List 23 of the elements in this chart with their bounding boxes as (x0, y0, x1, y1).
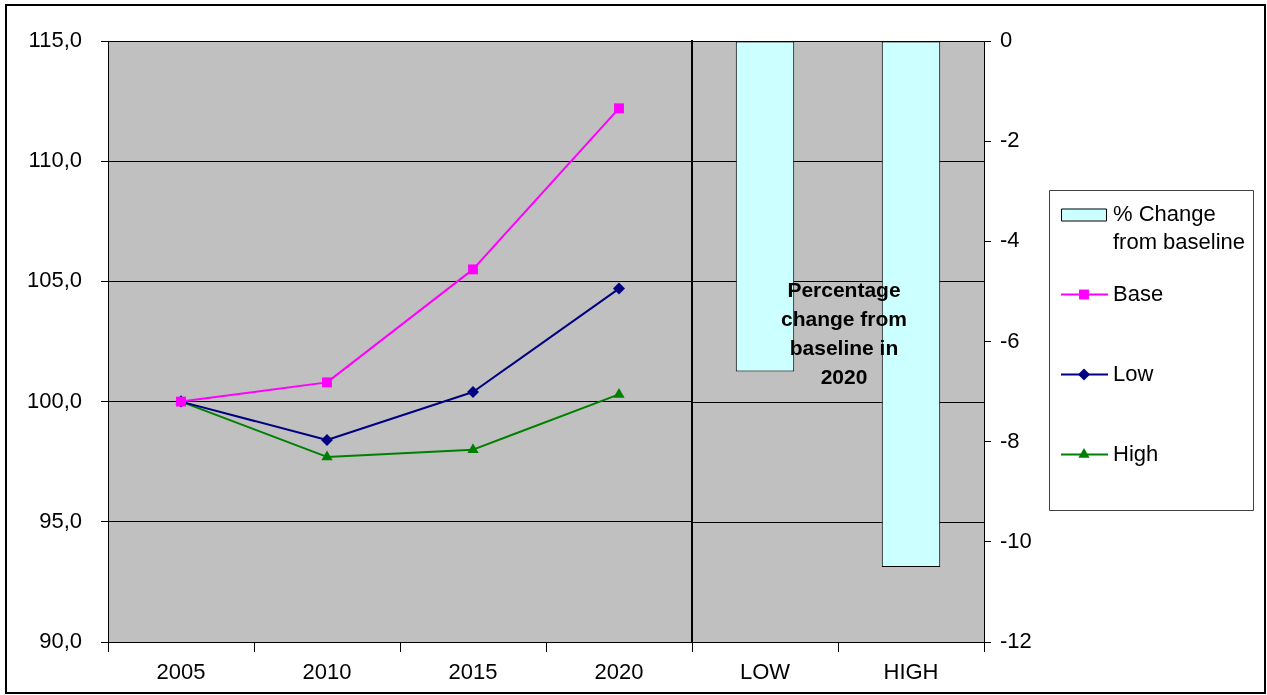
y-tick-label: 95,0 (39, 507, 82, 533)
x-tick-label: 2010 (302, 659, 352, 685)
x-tick-label: 2015 (448, 659, 498, 685)
legend-label: High (1113, 440, 1159, 466)
y2-tick-label: -12 (1000, 628, 1032, 654)
x-tick-label: 2020 (594, 659, 644, 685)
x-tick-label: LOW (739, 659, 791, 685)
y2-tick-label: -10 (1000, 527, 1032, 553)
legend-label: Low (1113, 360, 1154, 386)
x-tick-label: HIGH (883, 659, 939, 685)
y-tick-label: 110,0 (28, 147, 82, 173)
y2-tick-label: -2 (1000, 127, 1020, 153)
y2-tick-label: -8 (1000, 427, 1020, 453)
y-tick-label: 100,0 (26, 387, 82, 413)
y2-tick-label: -4 (1000, 227, 1020, 253)
y-tick-label: 115,0 (28, 27, 82, 53)
legend-label: Base (1113, 280, 1164, 306)
y2-tick-label: 0 (1000, 27, 1013, 53)
x-tick-label: 2005 (156, 659, 206, 685)
y2-tick-label: -6 (1000, 327, 1020, 353)
y-tick-label: 90,0 (39, 628, 82, 654)
y-tick-label: 105,0 (26, 267, 82, 293)
legend-label: % Change from baseline (1113, 200, 1246, 254)
